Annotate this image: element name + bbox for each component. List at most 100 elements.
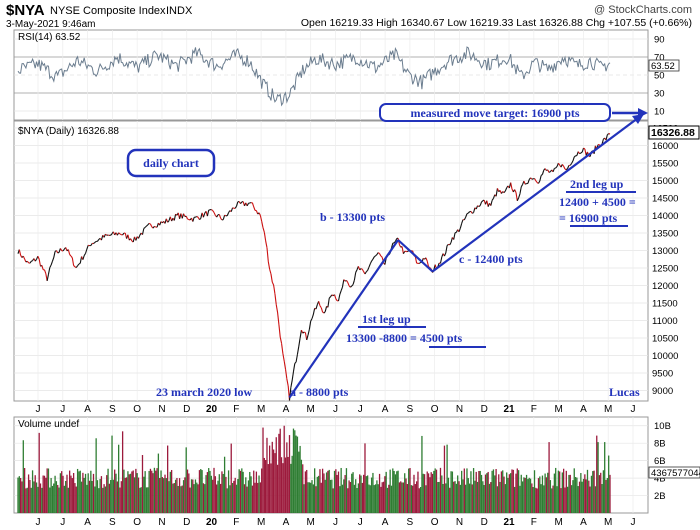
author-annotation: Lucas: [609, 385, 640, 399]
price-segment: [18, 249, 22, 256]
price-segment: [564, 168, 567, 171]
price-segment: [491, 198, 494, 201]
price-tick-label: 12000: [652, 281, 678, 292]
price-segment: [348, 285, 351, 288]
x-tick-label-bottom: O: [133, 517, 141, 528]
price-tick-label: 11500: [652, 299, 678, 310]
x-tick-label: J: [631, 404, 636, 415]
price-segment: [148, 222, 151, 225]
x-tick-label-bottom: A: [84, 517, 91, 528]
price-segment: [364, 271, 367, 275]
index-name: NYSE Composite Index: [50, 5, 166, 17]
price-tick-label: 12500: [652, 264, 678, 275]
price-segment: [232, 207, 235, 209]
price-segment: [310, 318, 313, 322]
price-segment: [471, 212, 474, 214]
symbol-title: $NYA: [6, 2, 45, 19]
price-segment: [367, 266, 370, 271]
price-segment: [335, 298, 338, 302]
price-segment: [492, 194, 496, 199]
price-segment: [141, 228, 145, 235]
price-segment: [299, 330, 302, 339]
price-segment: [38, 259, 42, 267]
price-segment: [359, 268, 362, 271]
target-box: [379, 103, 611, 122]
price-segment: [206, 210, 210, 217]
ohlc-label: Open 16219.33 High 16340.67 Low 16219.33…: [301, 17, 692, 29]
price-segment: [196, 216, 199, 218]
rsi-line: [17, 46, 611, 107]
price-segment: [230, 207, 234, 212]
price-segment: [538, 180, 541, 184]
rsi-badge-box: [648, 59, 680, 72]
price-segment: [439, 256, 443, 264]
price-segment: [361, 269, 365, 272]
price-segment: [373, 255, 376, 258]
x-tick-label: J: [358, 404, 363, 415]
exchange-label: INDX: [166, 5, 193, 17]
x-tick-label: N: [456, 404, 463, 415]
price-segment: [51, 257, 55, 262]
price-segment: [167, 220, 170, 223]
price-segment: [311, 314, 314, 319]
price-segment: [341, 279, 345, 288]
price-segment: [259, 215, 263, 222]
price-segment: [328, 296, 331, 299]
price-segment: [224, 214, 227, 217]
price-segment: [258, 212, 261, 216]
price-segment: [516, 197, 520, 202]
price-segment: [192, 217, 195, 222]
x-tick-label: D: [481, 404, 488, 415]
price-segment: [118, 232, 121, 235]
price-segment: [353, 272, 357, 281]
leg2-calc-line2: = 16900 pts: [559, 211, 618, 225]
price-tick-label: 13500: [652, 229, 678, 240]
price-segment: [573, 155, 576, 158]
price-segment: [220, 217, 223, 221]
x-tick-label: O: [431, 404, 439, 415]
price-segment: [365, 269, 369, 273]
wave-target-arrowhead: [632, 114, 644, 124]
price-segment: [281, 343, 284, 354]
price-segment: [571, 160, 574, 164]
price-segment: [343, 279, 346, 282]
x-tick-label: S: [407, 404, 414, 415]
price-segment: [294, 361, 297, 364]
price-segment: [478, 205, 481, 208]
price-segment: [312, 308, 316, 315]
volume-badge-box: [648, 466, 700, 479]
price-segment: [75, 265, 79, 268]
price-segment: [360, 268, 363, 270]
price-segment: [606, 133, 610, 136]
price-segment: [572, 156, 575, 162]
price-segment: [275, 304, 279, 313]
price-segment: [278, 324, 281, 338]
price-segment: [271, 281, 275, 286]
price-segment: [253, 206, 256, 211]
price-segment: [450, 237, 453, 243]
x-tick-label-bottom: F: [233, 517, 239, 528]
volume-badge: 4367577044: [651, 468, 700, 479]
price-segment: [448, 243, 450, 246]
price-segment: [557, 162, 561, 166]
price-segment: [222, 215, 226, 220]
price-segment: [240, 201, 243, 204]
price-segment: [296, 346, 300, 355]
x-tick-label-bottom: J: [333, 517, 338, 528]
price-segment: [446, 243, 449, 246]
price-segment: [263, 232, 267, 241]
price-segment: [334, 294, 337, 299]
price-segment: [143, 226, 146, 229]
x-tick-label-bottom: A: [580, 517, 587, 528]
leg1-title: 1st leg up: [362, 312, 411, 326]
price-segment: [41, 265, 44, 270]
price-segment: [127, 234, 130, 241]
volume-tick-label: 10B: [654, 421, 671, 432]
price-segment: [83, 253, 87, 256]
wave-b-c-line: [397, 239, 434, 273]
price-segment: [69, 254, 72, 257]
daily-chart-box: [126, 148, 216, 178]
x-tick-label-bottom: J: [358, 517, 363, 528]
price-segment: [234, 205, 237, 209]
